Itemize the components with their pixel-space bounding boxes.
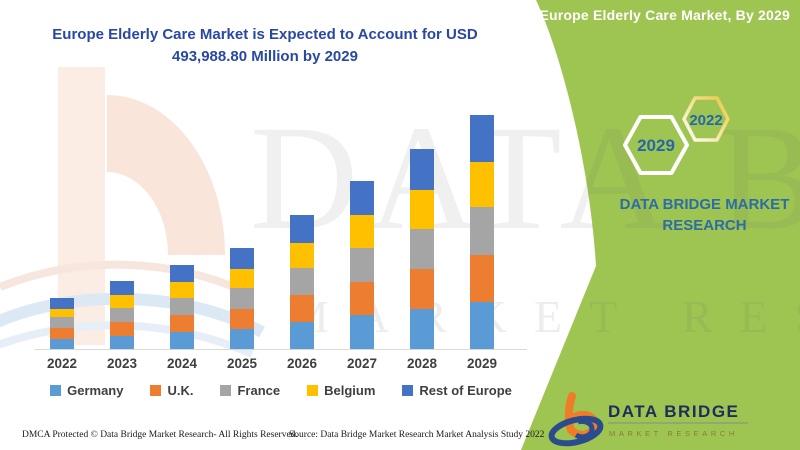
bar-segment-france xyxy=(110,308,134,322)
data-bridge-b-swoosh-icon xyxy=(548,392,604,447)
bar-segment-u-k- xyxy=(170,315,194,333)
bar-2022 xyxy=(50,298,74,349)
bar-segment-france xyxy=(350,247,374,282)
bar-segment-u-k- xyxy=(410,268,434,310)
legend-marker-icon xyxy=(50,385,62,396)
footer-dmca-text: DMCA Protected © Data Bridge Market Rese… xyxy=(22,430,298,440)
footer-source-text: Source: Data Bridge Market Research Mark… xyxy=(289,430,545,440)
x-axis-label-2022: 2022 xyxy=(46,356,78,371)
bar-segment-france xyxy=(50,317,74,329)
bar-segment-rest-of-europe xyxy=(410,149,434,190)
bar-segment-rest-of-europe xyxy=(50,298,74,309)
bar-segment-belgium xyxy=(110,295,134,309)
bar-2026 xyxy=(290,214,314,349)
bar-segment-germany xyxy=(290,321,314,349)
bar-segment-belgium xyxy=(230,268,254,289)
legend-marker-icon xyxy=(220,385,232,396)
legend-item-rest-of-europe: Rest of Europe xyxy=(402,383,512,398)
x-axis-label-2029: 2029 xyxy=(466,356,498,371)
bar-segment-germany xyxy=(230,329,254,349)
bar-segment-france xyxy=(230,288,254,309)
legend-item-belgium: Belgium xyxy=(307,383,375,398)
legend-label: France xyxy=(237,383,281,398)
legend-marker-icon xyxy=(307,385,319,396)
x-axis-baseline xyxy=(35,349,527,350)
bar-2025 xyxy=(230,247,254,349)
data-bridge-logo: DATA BRIDGE MARKET RESEARCH xyxy=(548,392,748,447)
bar-segment-rest-of-europe xyxy=(290,214,314,244)
bar-segment-france xyxy=(410,228,434,269)
x-axis-label-2025: 2025 xyxy=(226,356,258,371)
hexagon-badges: 2029 2022 xyxy=(623,96,730,175)
logo-name: DATA BRIDGE xyxy=(608,402,739,421)
bar-2023 xyxy=(110,281,134,349)
x-axis-label-2023: 2023 xyxy=(106,356,138,371)
bar-segment-u-k- xyxy=(110,321,134,336)
chart-title: Europe Elderly Care Market is Expected t… xyxy=(30,24,500,68)
bar-segment-u-k- xyxy=(290,295,314,322)
panel-brand-line1: DATA BRIDGE MARKET xyxy=(619,196,790,213)
x-axis-label-2028: 2028 xyxy=(406,356,438,371)
hexagon-2029-label: 2029 xyxy=(637,136,675,155)
legend-label: Belgium xyxy=(324,383,376,398)
legend-label: U.K. xyxy=(167,383,194,398)
bar-segment-rest-of-europe xyxy=(110,281,134,296)
bar-2027 xyxy=(350,180,374,349)
bar-segment-germany xyxy=(170,332,194,349)
bar-segment-belgium xyxy=(350,214,374,248)
bar-segment-germany xyxy=(410,309,434,349)
bar-segment-rest-of-europe xyxy=(170,264,194,283)
bar-segment-belgium xyxy=(290,243,314,269)
bar-2029 xyxy=(470,115,494,349)
panel-brand-text: DATA BRIDGE MARKET RESEARCH xyxy=(612,194,797,236)
bar-segment-rest-of-europe xyxy=(230,247,254,269)
bar-segment-rest-of-europe xyxy=(350,180,374,215)
panel-title: Europe Elderly Care Market, By 2029 xyxy=(539,7,790,23)
hexagon-2022-icon xyxy=(682,96,730,142)
bar-segment-belgium xyxy=(470,161,494,208)
legend-marker-icon xyxy=(402,385,414,396)
legend-label: Rest of Europe xyxy=(419,383,512,398)
logo-tagline: MARKET RESEARCH xyxy=(609,429,738,438)
bar-segment-u-k- xyxy=(50,328,74,339)
bar-segment-france xyxy=(470,207,494,256)
bar-segment-germany xyxy=(350,315,374,349)
bar-segment-u-k- xyxy=(230,308,254,330)
bar-segment-u-k- xyxy=(350,281,374,316)
bar-segment-germany xyxy=(470,302,494,349)
x-axis-label-2027: 2027 xyxy=(346,356,378,371)
chart-title-line2: 493,988.80 Million by 2029 xyxy=(172,48,358,65)
hexagon-2029-icon xyxy=(623,115,689,175)
panel-brand-line2: RESEARCH xyxy=(662,217,747,234)
bar-2024 xyxy=(170,264,194,349)
x-axis-label-2026: 2026 xyxy=(286,356,318,371)
bar-segment-belgium xyxy=(170,282,194,299)
legend-item-u-k-: U.K. xyxy=(150,383,193,398)
legend: Germany U.K. France Belgium Rest of Europe xyxy=(35,383,527,398)
legend-marker-icon xyxy=(150,385,162,396)
bar-segment-germany xyxy=(110,335,134,349)
chart-title-line1: Europe Elderly Care Market is Expected t… xyxy=(52,26,478,43)
bar-segment-u-k- xyxy=(470,255,494,303)
bar-segment-belgium xyxy=(410,189,434,229)
x-axis-label-2024: 2024 xyxy=(166,356,198,371)
legend-label: Germany xyxy=(67,383,124,398)
legend-item-france: France xyxy=(220,383,280,398)
bar-2028 xyxy=(410,149,434,349)
legend-item-germany: Germany xyxy=(50,383,123,398)
hexagon-2022-label: 2022 xyxy=(689,112,722,129)
bar-segment-france xyxy=(290,268,314,296)
bar-segment-france xyxy=(170,298,194,316)
bar-segment-germany xyxy=(50,338,74,349)
bar-segment-belgium xyxy=(50,308,74,318)
bar-segment-rest-of-europe xyxy=(470,115,494,162)
